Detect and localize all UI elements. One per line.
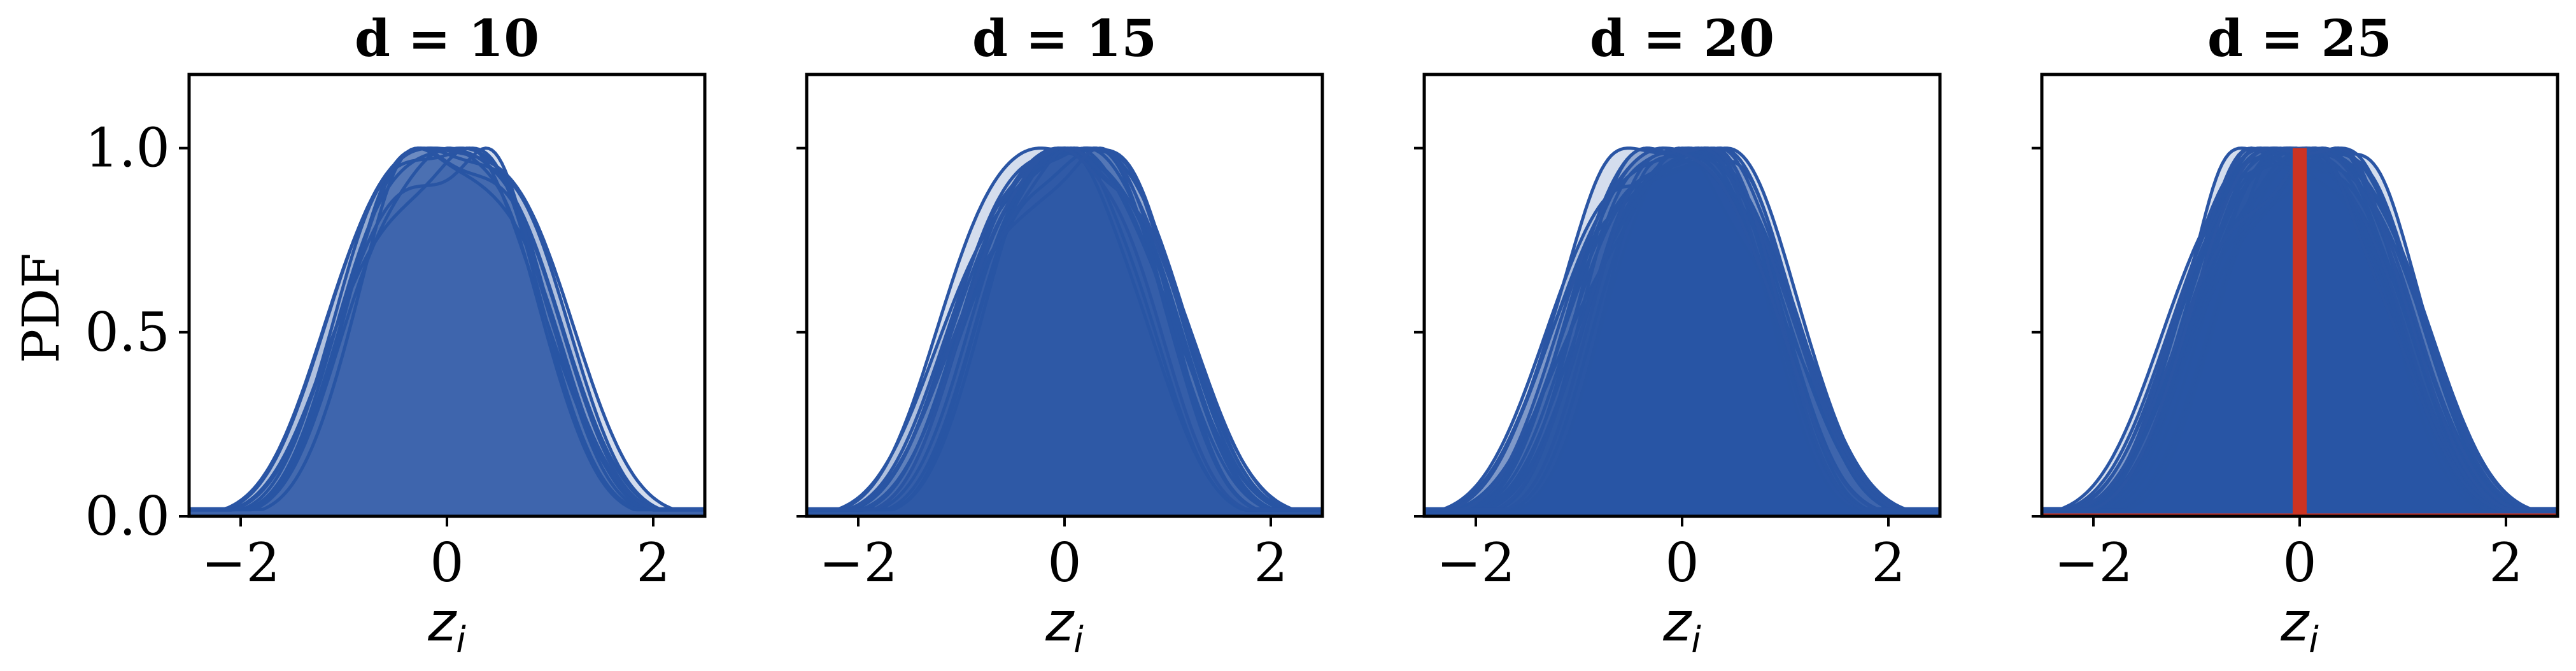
x-tick-label: −2 xyxy=(2054,532,2133,594)
x-tick-label: 0 xyxy=(430,532,464,594)
density-curve xyxy=(807,146,1322,516)
x-tick-label: 0 xyxy=(1047,532,1081,594)
y-axis-label: PDF xyxy=(11,253,71,363)
density-curve xyxy=(1424,146,1940,516)
y-tick-label: 0.5 xyxy=(85,301,170,364)
density-curve xyxy=(189,146,705,516)
highlight-spike xyxy=(2293,148,2307,516)
density-curves xyxy=(1424,146,1940,516)
density-curve xyxy=(189,146,705,516)
x-tick-label: 2 xyxy=(2489,532,2523,594)
density-curve xyxy=(189,146,705,516)
x-axis-label: zi xyxy=(1662,591,1701,661)
x-tick-label: −2 xyxy=(819,532,898,594)
y-tick-label: 1.0 xyxy=(85,117,170,180)
density-curve xyxy=(189,146,705,516)
x-axis-label: zi xyxy=(1045,591,1084,661)
density-curve xyxy=(807,146,1322,516)
density-curves xyxy=(807,146,1322,516)
y-tick-label: 0.0 xyxy=(85,485,170,547)
density-curve xyxy=(807,146,1322,516)
x-tick-label: −2 xyxy=(201,532,280,594)
panel-title: d = 15 xyxy=(972,8,1157,68)
x-tick-label: 2 xyxy=(636,532,670,594)
panel-3: −2 0 2 d = 20 zi xyxy=(1414,8,1942,661)
panel-1: −2 0 2 0.0 0.5 1.0 d = 10 zi PDF xyxy=(11,8,707,661)
density-curve xyxy=(1424,146,1940,516)
density-curves xyxy=(2042,146,2558,516)
x-tick-label: 2 xyxy=(1871,532,1905,594)
panel-4: −2 0 2 d = 25 zi xyxy=(2032,8,2559,661)
x-tick-label: 2 xyxy=(1254,532,1287,594)
x-axis-label: zi xyxy=(427,591,466,661)
x-tick-label: −2 xyxy=(1436,532,1515,594)
panel-title: d = 10 xyxy=(355,8,539,68)
x-axis-label: zi xyxy=(2280,591,2319,661)
density-curves xyxy=(189,146,705,516)
panel-2: −2 0 2 d = 15 zi xyxy=(796,8,1324,661)
x-tick-label: 0 xyxy=(2282,532,2316,594)
density-curve xyxy=(807,146,1322,516)
panel-title: d = 20 xyxy=(1590,8,1774,68)
panel-title: d = 25 xyxy=(2207,8,2392,68)
x-tick-label: 0 xyxy=(1665,532,1699,594)
